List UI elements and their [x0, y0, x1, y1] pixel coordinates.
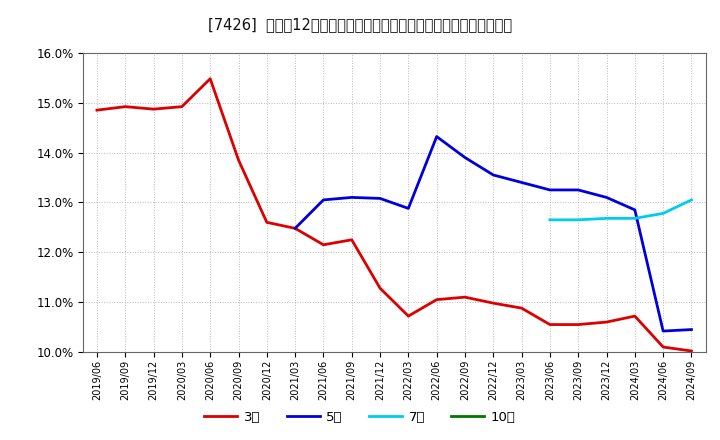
3年: [319, 242, 328, 247]
3年: [659, 345, 667, 350]
3年: [178, 104, 186, 109]
3年: [631, 313, 639, 319]
3年: [461, 294, 469, 300]
5年: [432, 134, 441, 139]
5年: [461, 155, 469, 160]
7年: [574, 217, 582, 223]
3年: [517, 305, 526, 311]
3年: [432, 297, 441, 302]
7年: [687, 197, 696, 202]
5年: [546, 187, 554, 193]
7年: [659, 211, 667, 216]
5年: [404, 206, 413, 211]
Legend: 3年, 5年, 7年, 10年: 3年, 5年, 7年, 10年: [199, 405, 521, 429]
3年: [121, 104, 130, 109]
5年: [659, 328, 667, 334]
3年: [574, 322, 582, 327]
3年: [602, 319, 611, 325]
3年: [93, 107, 102, 113]
3年: [489, 301, 498, 306]
5年: [376, 196, 384, 201]
5年: [319, 197, 328, 202]
3年: [291, 226, 300, 231]
Line: 7年: 7年: [550, 200, 691, 220]
3年: [404, 313, 413, 319]
7年: [602, 216, 611, 221]
3年: [149, 106, 158, 112]
Line: 5年: 5年: [295, 136, 691, 331]
3年: [546, 322, 554, 327]
3年: [206, 76, 215, 81]
3年: [687, 348, 696, 354]
7年: [631, 216, 639, 221]
5年: [602, 195, 611, 200]
3年: [234, 158, 243, 163]
Text: [7426]  売上高12か月移動合計の対前年同期増減率の標準偏差の推移: [7426] 売上高12か月移動合計の対前年同期増減率の標準偏差の推移: [208, 18, 512, 33]
3年: [376, 286, 384, 291]
5年: [631, 207, 639, 213]
5年: [291, 226, 300, 231]
5年: [348, 195, 356, 200]
Line: 3年: 3年: [97, 79, 691, 351]
5年: [687, 327, 696, 332]
5年: [489, 172, 498, 178]
5年: [517, 180, 526, 185]
5年: [574, 187, 582, 193]
3年: [263, 220, 271, 225]
7年: [546, 217, 554, 223]
3年: [348, 237, 356, 242]
